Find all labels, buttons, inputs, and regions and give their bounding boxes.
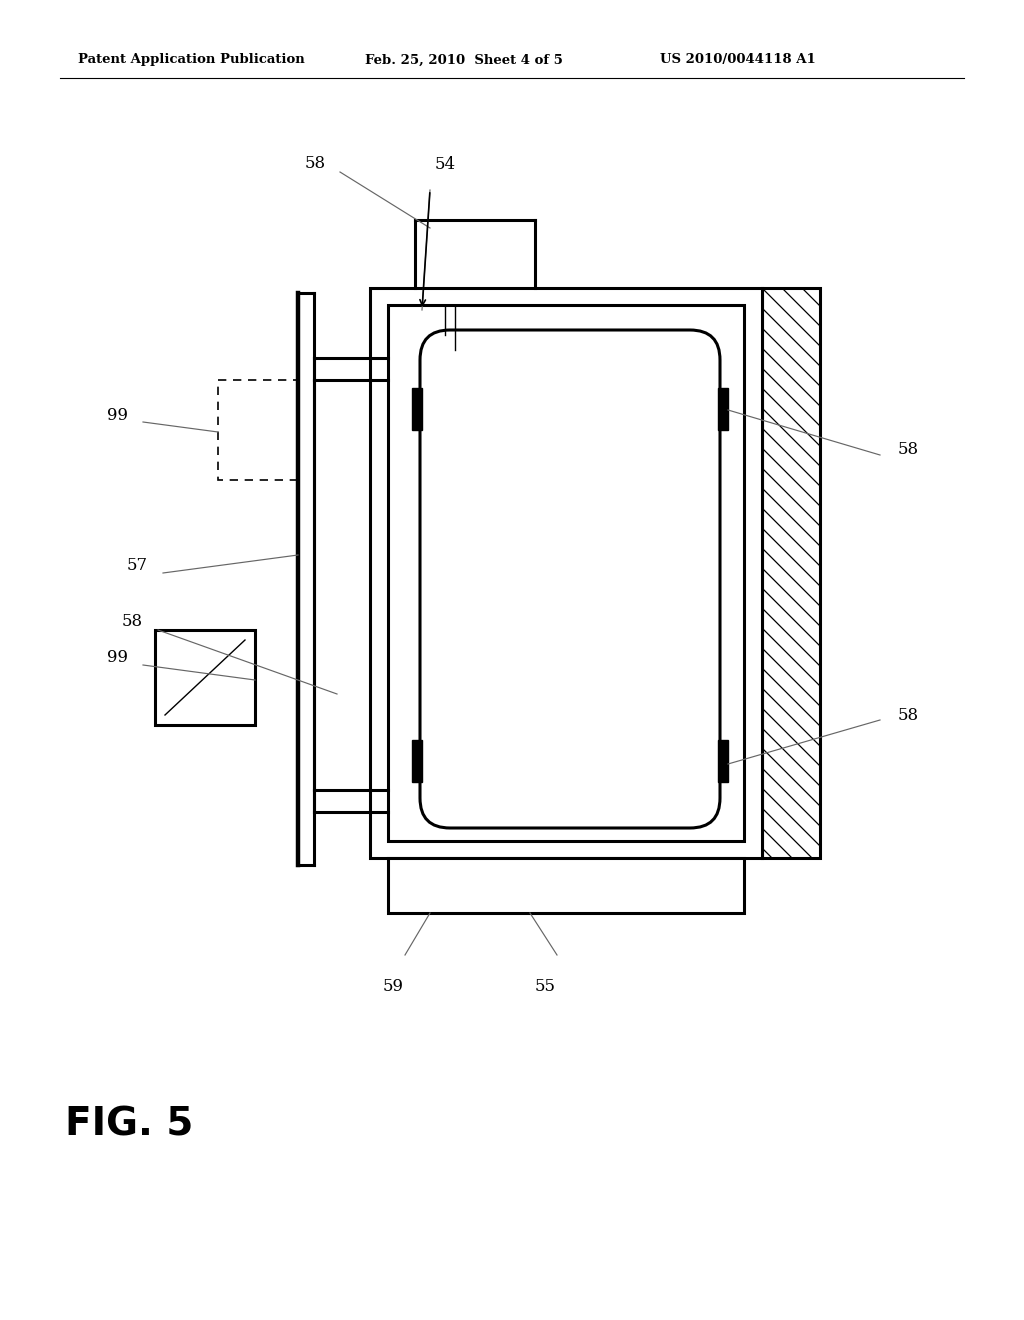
Text: Patent Application Publication: Patent Application Publication [78,54,305,66]
Bar [762,288,820,858]
Text: US 2010/0044118 A1: US 2010/0044118 A1 [660,54,816,66]
Text: 58: 58 [898,706,920,723]
Bar [370,288,762,858]
Bar [412,388,422,430]
Text: 54: 54 [435,156,456,173]
Bar [718,388,728,430]
Text: Feb. 25, 2010  Sheet 4 of 5: Feb. 25, 2010 Sheet 4 of 5 [365,54,563,66]
Text: 58: 58 [305,154,326,172]
Text: 99: 99 [106,649,128,667]
Text: 55: 55 [535,978,555,995]
Bar [218,380,298,480]
Text: 51: 51 [490,355,511,372]
Text: FIG. 5: FIG. 5 [65,1105,194,1143]
Bar [412,741,422,781]
Text: 99: 99 [106,407,128,424]
Bar [155,630,255,725]
Bar [718,741,728,781]
Bar [388,858,744,913]
Text: 58: 58 [122,614,143,631]
Text: 58: 58 [898,441,920,458]
Text: 59: 59 [383,978,403,995]
Text: 57: 57 [127,557,148,573]
FancyBboxPatch shape [420,330,720,828]
Bar [388,305,744,841]
